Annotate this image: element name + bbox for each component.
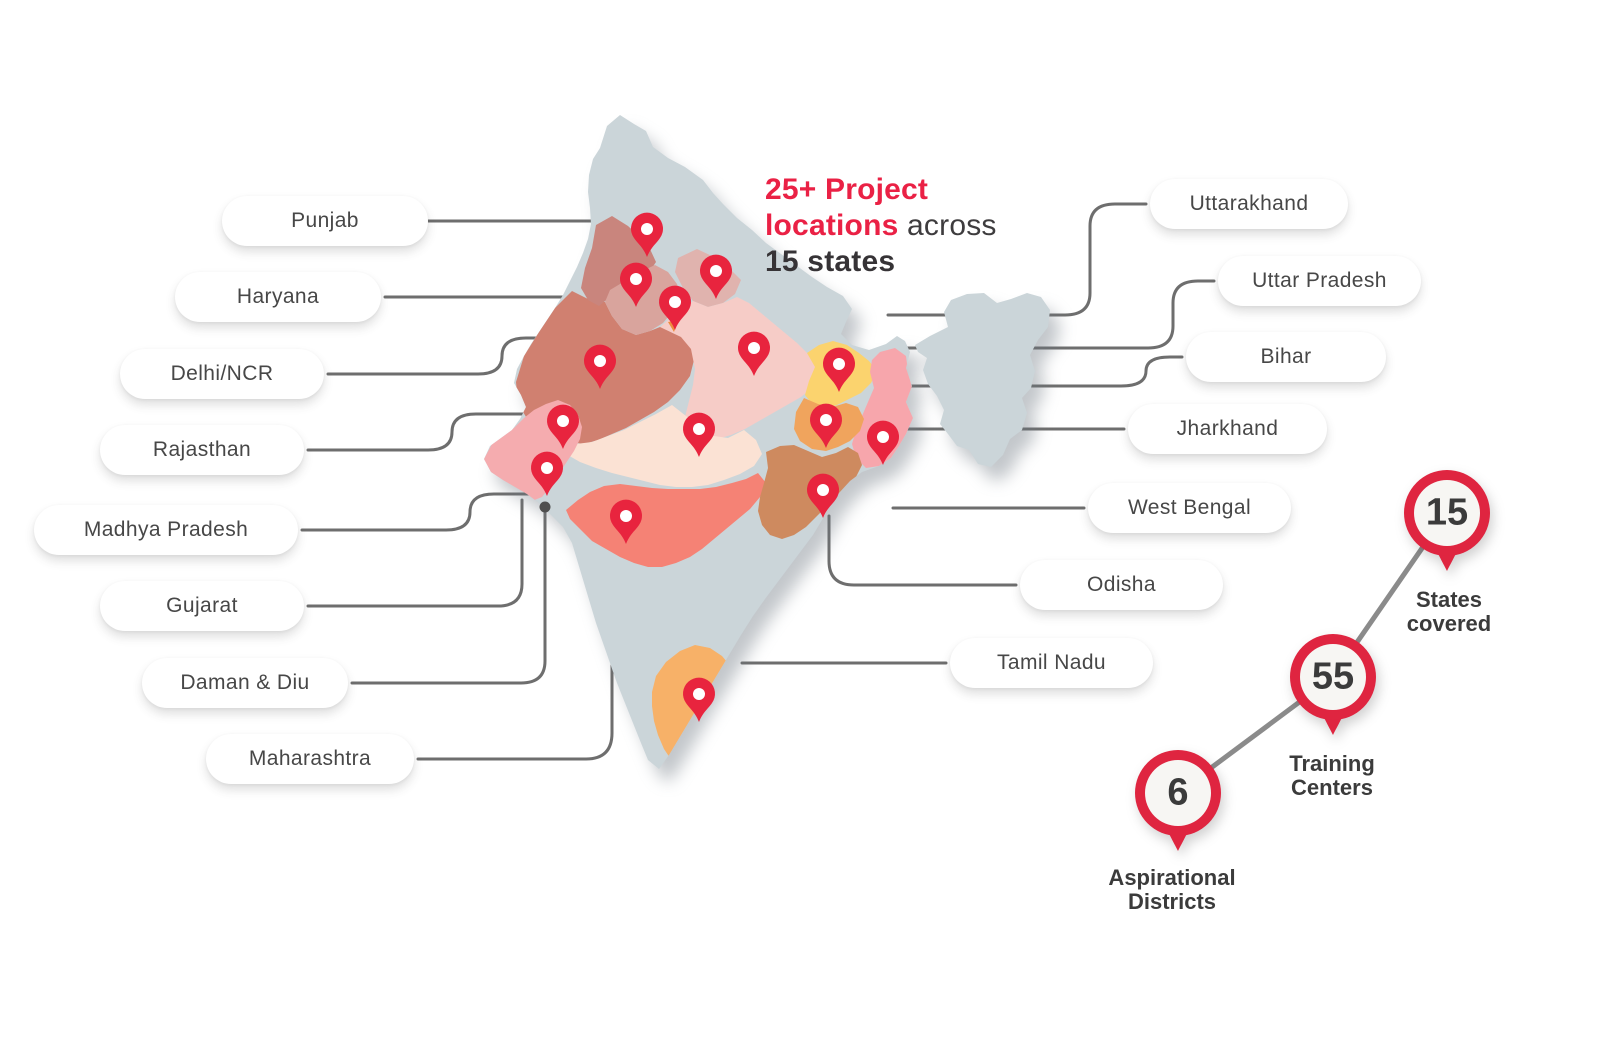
connector-bihar (870, 355, 1184, 388)
stat-label-line: covered (1406, 611, 1492, 636)
headline-line2-red: locations (765, 209, 899, 242)
connector-rajasthan (306, 412, 602, 452)
connector-uttar-pradesh (894, 279, 1216, 350)
connector-odisha (827, 514, 1018, 587)
state-label-text: Rajasthan (152, 438, 252, 461)
state-label-uttarakhand: Uttarakhand (1150, 179, 1348, 229)
state-label-maharashtra: Maharashtra (206, 734, 414, 784)
state-label-haryana: Haryana (175, 272, 381, 322)
headline-line1: 25+ Project (765, 173, 929, 206)
state-label-text: Uttarakhand (1189, 192, 1309, 215)
headline: 25+ Project locations across 15 states (765, 172, 997, 280)
state-maharashtra (566, 473, 766, 567)
state-label-delhi-ncr: Delhi/NCR (120, 349, 324, 399)
stat-label-line: Training (1289, 751, 1375, 776)
state-label-text: Uttar Pradesh (1252, 269, 1387, 292)
state-label-tamil-nadu: Tamil Nadu (950, 638, 1153, 688)
state-label-text: Jharkhand (1176, 417, 1279, 440)
state-label-punjab: Punjab (222, 196, 428, 246)
stats-cluster (1135, 470, 1490, 851)
state-label-jharkhand: Jharkhand (1128, 404, 1327, 454)
state-madhya-pradesh (560, 405, 762, 487)
india-map (484, 115, 1050, 769)
state-label-text: West Bengal (1127, 496, 1252, 519)
connector-uttarakhand (886, 202, 1148, 317)
state-label-rajasthan: Rajasthan (100, 425, 304, 475)
stat-label-line: Districts (1127, 889, 1217, 914)
connector-delhi-ncr (326, 336, 642, 376)
state-label-madhya-pradesh: Madhya Pradesh (34, 505, 298, 555)
state-label-west-bengal: West Bengal (1088, 483, 1291, 533)
state-label-odisha: Odisha (1020, 560, 1223, 610)
connector-daman-diu (350, 508, 547, 685)
state-label-text: Tamil Nadu (996, 651, 1107, 674)
stat-label-line: Centers (1291, 775, 1373, 800)
state-label-gujarat: Gujarat (100, 581, 304, 631)
state-label-text: Haryana (236, 285, 320, 308)
state-label-text: Daman & Diu (180, 671, 310, 694)
daman-diu-endpoint-dot (539, 501, 551, 513)
stat-label-aspirational-districts: Aspirational Districts (1108, 866, 1235, 914)
state-uttar-pradesh (660, 297, 821, 439)
state-label-daman-diu: Daman & Diu (142, 658, 348, 708)
headline-line2-rest: across (907, 209, 997, 242)
connector-maharashtra (416, 650, 614, 761)
india-northeast (915, 293, 1050, 467)
headline-line3: 15 states (765, 245, 896, 278)
state-label-text: Bihar (1260, 345, 1312, 368)
state-label-uttar-pradesh: Uttar Pradesh (1218, 256, 1421, 306)
stat-label-line: States (1415, 587, 1483, 612)
stat-value-aspirational-districts: 6 (1167, 771, 1189, 814)
stat-label-line: Aspirational (1108, 865, 1236, 890)
state-label-text: Delhi/NCR (170, 362, 274, 385)
connector-madhya-pradesh (300, 492, 562, 532)
stat-value-training-centers: 55 (1311, 655, 1355, 698)
connector-lines (300, 202, 1216, 761)
state-label-bihar: Bihar (1186, 332, 1386, 382)
state-label-text: Madhya Pradesh (83, 518, 249, 541)
state-label-text: Punjab (291, 209, 359, 232)
stat-label-states-covered: States covered (1407, 588, 1491, 636)
stat-value-states-covered: 15 (1425, 491, 1469, 534)
state-label-text: Odisha (1087, 573, 1156, 596)
stat-label-training-centers: Training Centers (1289, 752, 1375, 800)
state-label-text: Gujarat (166, 594, 238, 617)
state-label-text: Maharashtra (248, 747, 372, 770)
connector-gujarat (306, 498, 524, 608)
state-tripura (926, 440, 954, 467)
